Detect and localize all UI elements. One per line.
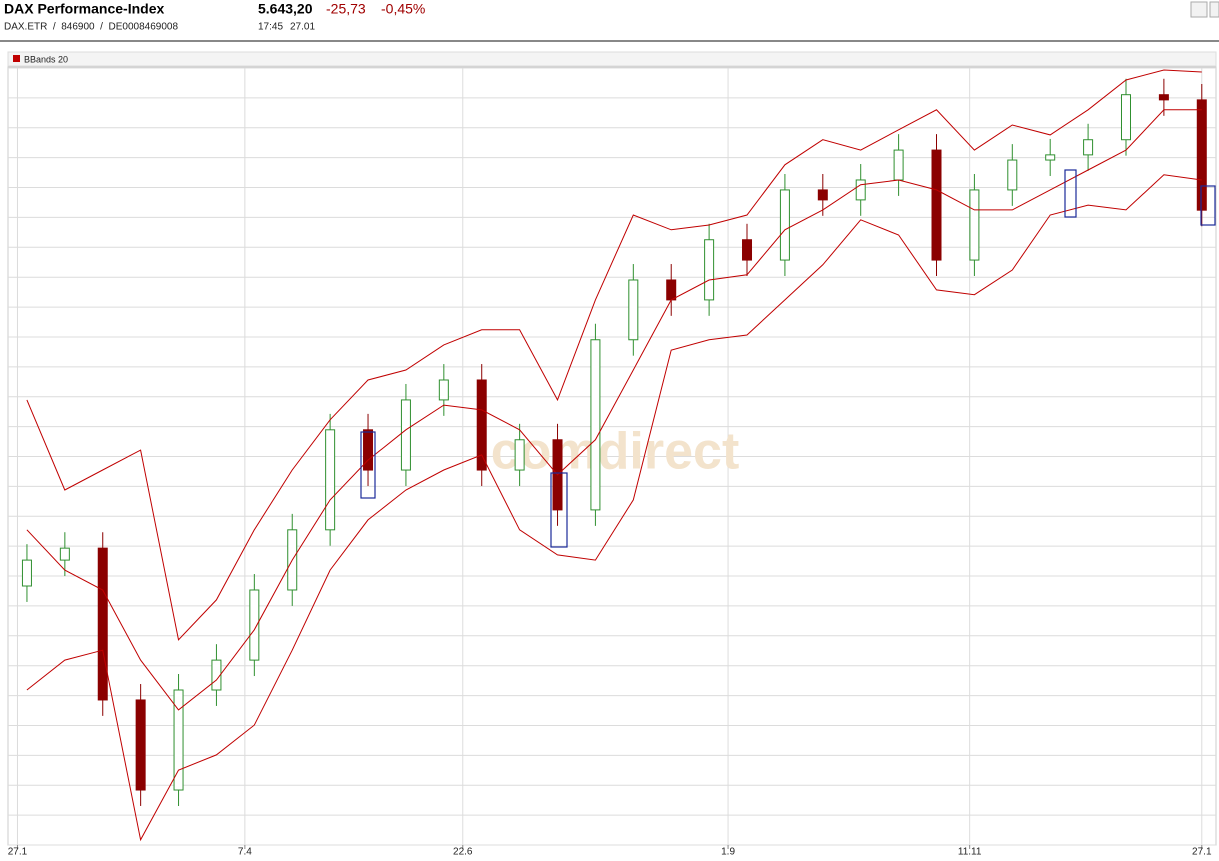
candle-body [1158,94,1169,101]
time: 17:45 [258,22,283,33]
candle-body [742,239,753,261]
candle-body [931,149,942,261]
legend-swatch [13,55,20,62]
change-pct: -0,45% [381,1,425,17]
candle-body [855,179,866,201]
candle-body [1196,99,1207,211]
candle-body [438,379,449,401]
x-tick-label: 27.1 [1192,847,1212,858]
legend-bar [7,51,1217,67]
highlight-box [550,472,568,548]
candle-body [779,189,790,261]
candle-body [173,689,184,791]
candle-body [1120,94,1131,141]
candle-body [704,239,715,301]
highlight-box [1064,169,1077,218]
x-tick-label: 22.6 [453,847,473,858]
candle-body [1045,154,1056,161]
candle-body [211,659,222,691]
candle-body [135,699,146,791]
candle-body [514,439,525,471]
bollinger-middle [26,109,1202,711]
bollinger-upper [26,69,1202,641]
highlight-box [1200,185,1216,226]
date: 27.01 [290,22,315,33]
x-tick-label: 27.1 [8,847,28,858]
watermark: comdirect [491,423,740,481]
change: -25,73 [326,1,366,17]
candle-body [249,589,260,661]
candle-body [628,279,639,341]
candle-body [817,189,828,201]
title: DAX Performance-Index [4,1,164,17]
tool-icon[interactable] [1209,1,1219,18]
x-tick-label: 7.4 [238,847,252,858]
candle-body [59,547,70,561]
subtitle: DAX.ETR / 846900 / DE0008469008 [4,22,178,33]
candle-body [893,149,904,181]
candle-body [1007,159,1018,191]
candle-body [666,279,677,301]
bollinger-lower [26,174,1202,842]
candle-body [21,559,32,587]
candle-body [400,399,411,471]
candle-body [325,429,336,531]
candle-body [1083,139,1094,156]
x-tick-label: 1.9 [721,847,735,858]
highlight-box [360,431,376,499]
tool-icon[interactable] [1190,1,1208,18]
candle-body [476,379,487,471]
candle-body [969,189,980,261]
legend-label: BBands 20 [24,54,68,64]
candle-body [363,429,374,471]
x-tick-label: 11.11 [958,847,982,858]
candle-body [590,339,601,511]
price: 5.643,20 [258,1,313,17]
candle-body [97,547,108,701]
